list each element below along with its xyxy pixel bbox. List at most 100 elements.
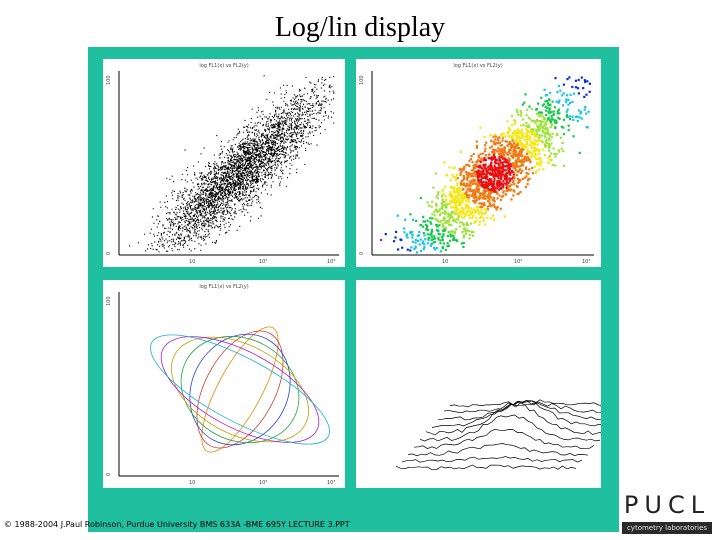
density-point — [548, 138, 551, 141]
density-point — [549, 103, 552, 106]
contour-plot-panel[interactable]: log FL1(x) vs FL2(y) 0 100 10 10² 10³ — [103, 280, 345, 488]
density-point — [492, 186, 495, 189]
density-point — [521, 142, 524, 145]
density-point — [491, 188, 494, 192]
density-point — [472, 230, 475, 234]
density-point — [493, 156, 496, 159]
density-point — [529, 161, 532, 164]
density-point — [524, 158, 527, 161]
density-point — [436, 209, 439, 212]
density-point — [489, 162, 493, 165]
density-point — [494, 167, 497, 170]
density-point — [511, 134, 514, 137]
density-point — [510, 188, 513, 191]
density-point — [472, 168, 475, 171]
density-point — [557, 149, 560, 152]
density-point — [456, 213, 459, 216]
density-point — [496, 197, 499, 200]
density-point — [517, 165, 520, 168]
density-point — [440, 219, 443, 223]
density-point — [473, 166, 476, 170]
contour-line — [201, 326, 279, 453]
density-point — [453, 201, 456, 204]
x-tick-1: 10 — [189, 480, 195, 486]
density-point — [526, 183, 529, 186]
density-point — [409, 231, 412, 235]
density-point — [521, 177, 524, 181]
density-point — [515, 150, 518, 153]
density-point — [494, 161, 497, 165]
density-point — [442, 226, 445, 229]
density-point — [503, 160, 506, 163]
density-point — [419, 197, 422, 200]
density-point — [495, 169, 498, 172]
density-point — [484, 208, 487, 211]
density-point — [470, 169, 473, 172]
density-point — [447, 215, 450, 218]
density-point — [459, 173, 462, 177]
density-point — [565, 100, 568, 103]
density-point — [496, 175, 499, 178]
density-point — [579, 112, 582, 115]
density-point — [514, 167, 517, 170]
density-point — [582, 87, 585, 90]
density-point — [516, 133, 519, 136]
density-point — [528, 152, 531, 155]
density-point — [529, 135, 532, 138]
density-plot-panel[interactable]: log FL1(x) vs FL2(y) 0 100 10 10² 10³ — [356, 59, 601, 267]
density-point — [497, 147, 500, 150]
density-point — [449, 179, 452, 182]
density-point — [467, 175, 470, 178]
density-point — [488, 172, 492, 175]
density-point — [530, 141, 533, 144]
density-point — [444, 205, 447, 208]
density-point — [508, 168, 511, 171]
density-point — [513, 154, 516, 157]
density-point — [471, 179, 474, 182]
density-point — [426, 201, 429, 204]
density-point — [415, 251, 419, 254]
density-point — [482, 184, 485, 187]
dot-plot-panel[interactable]: log FL1(x) vs FL2(y) 0 100 10 10² 10³ — [103, 59, 345, 267]
density-point — [541, 130, 544, 133]
density-point — [479, 170, 482, 173]
density-point — [507, 157, 510, 160]
density-point — [523, 157, 526, 160]
density-point — [510, 115, 514, 118]
density-point — [546, 129, 549, 132]
density-point — [497, 185, 500, 188]
density-point — [442, 223, 445, 226]
density-point — [487, 168, 490, 171]
density-point — [453, 198, 456, 201]
density-point — [512, 189, 515, 192]
density-point — [523, 155, 526, 158]
density-point — [410, 246, 413, 249]
density-point — [456, 187, 459, 190]
density-point — [448, 223, 451, 226]
density-point — [545, 144, 548, 148]
density-point — [572, 135, 575, 138]
density-point — [544, 106, 547, 109]
density-point — [452, 218, 455, 221]
density-point — [537, 102, 540, 105]
density-point — [433, 235, 436, 238]
density-point — [562, 133, 566, 136]
density-point — [380, 238, 383, 242]
density-point — [451, 206, 454, 209]
density-point — [542, 103, 546, 106]
density-point — [505, 174, 508, 178]
density-point — [547, 162, 551, 165]
density-point — [479, 160, 482, 164]
density-point — [557, 108, 560, 111]
density-point — [501, 171, 504, 174]
density-point — [526, 148, 529, 152]
density-point — [533, 152, 536, 155]
density-point — [486, 171, 489, 174]
density-point — [533, 165, 536, 168]
density-point — [511, 156, 514, 159]
pucl-logo: PUCL cytometry laboratories — [622, 490, 712, 536]
density-point — [544, 123, 547, 126]
density-point — [462, 245, 465, 248]
density-point — [494, 159, 497, 162]
3d-plot-panel[interactable] — [356, 280, 601, 488]
